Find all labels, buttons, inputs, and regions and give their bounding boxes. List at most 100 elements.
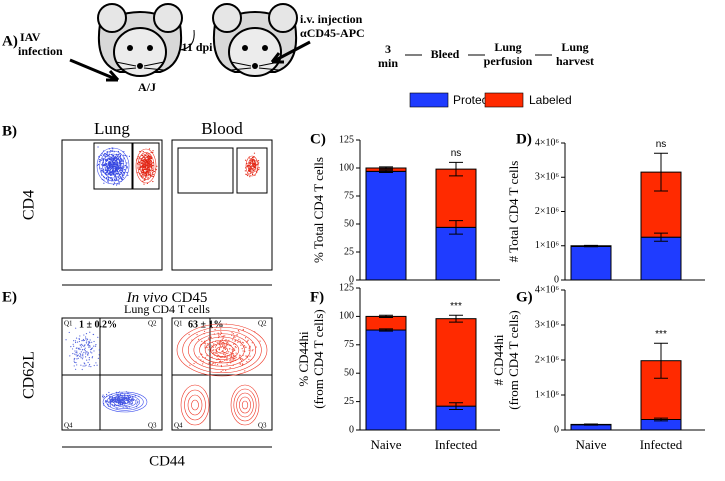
event	[198, 356, 200, 358]
event	[76, 350, 78, 352]
event	[91, 347, 93, 350]
event	[118, 398, 120, 400]
event	[88, 357, 90, 359]
event	[123, 171, 125, 174]
event	[241, 358, 243, 360]
contour	[139, 155, 153, 177]
gate	[236, 147, 268, 194]
event	[79, 335, 81, 337]
event	[78, 348, 80, 350]
event	[121, 179, 123, 181]
event	[80, 355, 82, 357]
contour	[135, 148, 157, 184]
contour	[113, 396, 137, 408]
event	[156, 165, 158, 167]
event	[91, 352, 93, 354]
significance: ns	[451, 148, 462, 159]
event	[104, 156, 106, 158]
event	[258, 167, 260, 169]
event	[119, 399, 121, 402]
event	[111, 172, 113, 175]
bar-segment	[435, 226, 477, 281]
event	[109, 168, 112, 170]
event	[122, 397, 124, 399]
event	[209, 365, 211, 367]
x-tick-label: Infected	[640, 437, 683, 452]
event	[109, 395, 111, 397]
event	[146, 164, 148, 166]
event	[246, 162, 248, 165]
event	[258, 168, 260, 171]
y-tick-label: 25	[344, 396, 354, 407]
event	[148, 166, 150, 169]
event	[233, 349, 236, 351]
event	[111, 178, 113, 180]
event	[248, 168, 250, 170]
contour	[210, 343, 234, 357]
event	[97, 336, 99, 338]
event	[148, 148, 151, 150]
event	[197, 338, 200, 340]
event	[213, 352, 215, 354]
event	[221, 356, 223, 358]
event	[121, 162, 123, 165]
legend-swatch	[484, 92, 524, 108]
bar-segment	[640, 360, 682, 421]
event	[120, 177, 123, 180]
event	[107, 180, 109, 183]
event	[251, 170, 253, 172]
event	[77, 357, 79, 359]
event	[88, 365, 90, 367]
event	[249, 176, 251, 178]
event	[70, 346, 72, 348]
event	[114, 166, 116, 168]
event	[90, 351, 92, 353]
event	[88, 359, 90, 361]
event	[116, 394, 119, 396]
event	[219, 344, 221, 346]
event	[108, 164, 110, 166]
contour	[107, 159, 119, 173]
event	[114, 155, 117, 157]
contour	[141, 158, 151, 174]
event	[250, 160, 252, 163]
y-tick-label: 100	[339, 311, 354, 322]
event	[231, 334, 233, 337]
event	[128, 155, 131, 157]
event	[251, 156, 254, 159]
event	[81, 344, 84, 346]
event	[136, 399, 138, 401]
event	[221, 338, 223, 340]
event	[237, 329, 240, 332]
event	[224, 354, 226, 356]
quadrant-label: Q3	[258, 422, 267, 430]
event	[140, 158, 142, 160]
event	[224, 335, 226, 337]
event	[129, 401, 131, 403]
error-bar	[654, 417, 668, 422]
event	[203, 342, 205, 345]
schematic-text: IAV	[20, 30, 41, 44]
y-axis-label: % Total CD4 T cells	[311, 157, 326, 263]
event	[146, 170, 149, 172]
event	[132, 399, 134, 401]
event	[78, 338, 80, 341]
event	[65, 339, 67, 341]
event	[142, 180, 144, 182]
event	[218, 341, 220, 343]
contour	[216, 346, 228, 354]
event	[113, 157, 115, 159]
quadrant-label: Q1	[174, 320, 183, 328]
event	[219, 341, 222, 343]
event	[215, 352, 217, 354]
event	[255, 170, 257, 172]
event	[234, 346, 237, 348]
event	[244, 337, 247, 339]
contour	[121, 400, 129, 404]
event	[242, 328, 244, 331]
event	[218, 347, 221, 349]
event	[209, 335, 212, 338]
event	[152, 162, 154, 164]
event	[248, 358, 250, 360]
quadrant-label: Q4	[64, 422, 73, 430]
